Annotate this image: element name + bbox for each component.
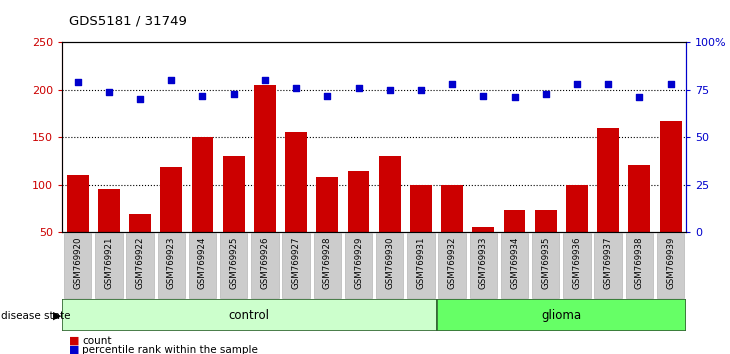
FancyBboxPatch shape xyxy=(657,233,684,298)
Text: GSM769923: GSM769923 xyxy=(166,236,176,289)
Text: GSM769930: GSM769930 xyxy=(385,236,394,289)
Bar xyxy=(504,210,526,232)
FancyBboxPatch shape xyxy=(189,233,216,298)
FancyBboxPatch shape xyxy=(126,233,154,298)
FancyBboxPatch shape xyxy=(469,233,497,298)
Point xyxy=(72,79,83,85)
Bar xyxy=(254,85,276,232)
Bar xyxy=(223,156,245,232)
Text: glioma: glioma xyxy=(542,309,581,321)
Point xyxy=(103,89,115,95)
FancyBboxPatch shape xyxy=(220,233,247,298)
Text: GSM769936: GSM769936 xyxy=(572,236,582,289)
Bar xyxy=(566,184,588,232)
Point xyxy=(134,96,146,102)
Text: GSM769927: GSM769927 xyxy=(291,236,301,289)
Text: ■: ■ xyxy=(69,345,80,354)
Text: GSM769934: GSM769934 xyxy=(510,236,519,289)
Bar xyxy=(441,184,463,232)
Point xyxy=(602,81,614,87)
Text: GSM769920: GSM769920 xyxy=(73,236,82,289)
FancyBboxPatch shape xyxy=(564,233,591,298)
FancyBboxPatch shape xyxy=(594,233,622,298)
FancyBboxPatch shape xyxy=(376,233,404,298)
FancyBboxPatch shape xyxy=(439,233,466,298)
Point xyxy=(477,93,489,98)
Text: GSM769931: GSM769931 xyxy=(416,236,426,289)
Point xyxy=(446,81,458,87)
Text: ▶: ▶ xyxy=(53,311,62,321)
Bar xyxy=(629,165,650,232)
Text: GSM769929: GSM769929 xyxy=(354,236,363,289)
FancyBboxPatch shape xyxy=(407,233,434,298)
Text: GSM769926: GSM769926 xyxy=(261,236,269,289)
Text: GSM769921: GSM769921 xyxy=(104,236,113,289)
Point xyxy=(509,95,520,100)
FancyBboxPatch shape xyxy=(626,233,653,298)
Text: GSM769937: GSM769937 xyxy=(604,236,612,289)
Text: GSM769924: GSM769924 xyxy=(198,236,207,289)
Bar xyxy=(660,121,682,232)
Point xyxy=(196,93,208,98)
Point xyxy=(634,95,645,100)
Point xyxy=(415,87,427,93)
FancyBboxPatch shape xyxy=(62,299,437,331)
Text: GSM769939: GSM769939 xyxy=(666,236,675,289)
Text: control: control xyxy=(228,309,270,321)
Text: disease state: disease state xyxy=(1,311,71,321)
Point xyxy=(665,81,677,87)
FancyBboxPatch shape xyxy=(345,233,372,298)
Point xyxy=(228,91,239,96)
Text: GSM769925: GSM769925 xyxy=(229,236,238,289)
Bar xyxy=(472,227,494,232)
Bar xyxy=(285,132,307,232)
Point xyxy=(540,91,552,96)
FancyBboxPatch shape xyxy=(437,299,686,331)
Bar xyxy=(535,210,557,232)
Point xyxy=(291,85,302,91)
Bar xyxy=(66,175,88,232)
FancyBboxPatch shape xyxy=(158,233,185,298)
Text: GSM769928: GSM769928 xyxy=(323,236,332,289)
Bar xyxy=(379,156,401,232)
Point xyxy=(259,78,271,83)
Text: count: count xyxy=(82,336,112,346)
FancyBboxPatch shape xyxy=(251,233,279,298)
Bar xyxy=(98,189,120,232)
Text: GSM769938: GSM769938 xyxy=(635,236,644,289)
Bar xyxy=(191,137,213,232)
Point xyxy=(384,87,396,93)
FancyBboxPatch shape xyxy=(501,233,529,298)
FancyBboxPatch shape xyxy=(283,233,310,298)
Bar xyxy=(316,177,338,232)
FancyBboxPatch shape xyxy=(64,233,91,298)
Point xyxy=(321,93,333,98)
Text: percentile rank within the sample: percentile rank within the sample xyxy=(82,345,258,354)
Text: GSM769932: GSM769932 xyxy=(447,236,457,289)
FancyBboxPatch shape xyxy=(532,233,559,298)
Text: GDS5181 / 31749: GDS5181 / 31749 xyxy=(69,14,187,27)
Bar xyxy=(161,166,182,232)
Text: GSM769922: GSM769922 xyxy=(136,236,145,289)
Bar xyxy=(129,214,151,232)
FancyBboxPatch shape xyxy=(95,233,123,298)
Bar xyxy=(410,184,432,232)
FancyBboxPatch shape xyxy=(314,233,341,298)
Text: GSM769935: GSM769935 xyxy=(541,236,550,289)
Point xyxy=(571,81,583,87)
Bar xyxy=(597,128,619,232)
Point xyxy=(353,85,364,91)
Bar xyxy=(347,171,369,232)
Text: GSM769933: GSM769933 xyxy=(479,236,488,289)
Point xyxy=(166,78,177,83)
Text: ■: ■ xyxy=(69,336,80,346)
